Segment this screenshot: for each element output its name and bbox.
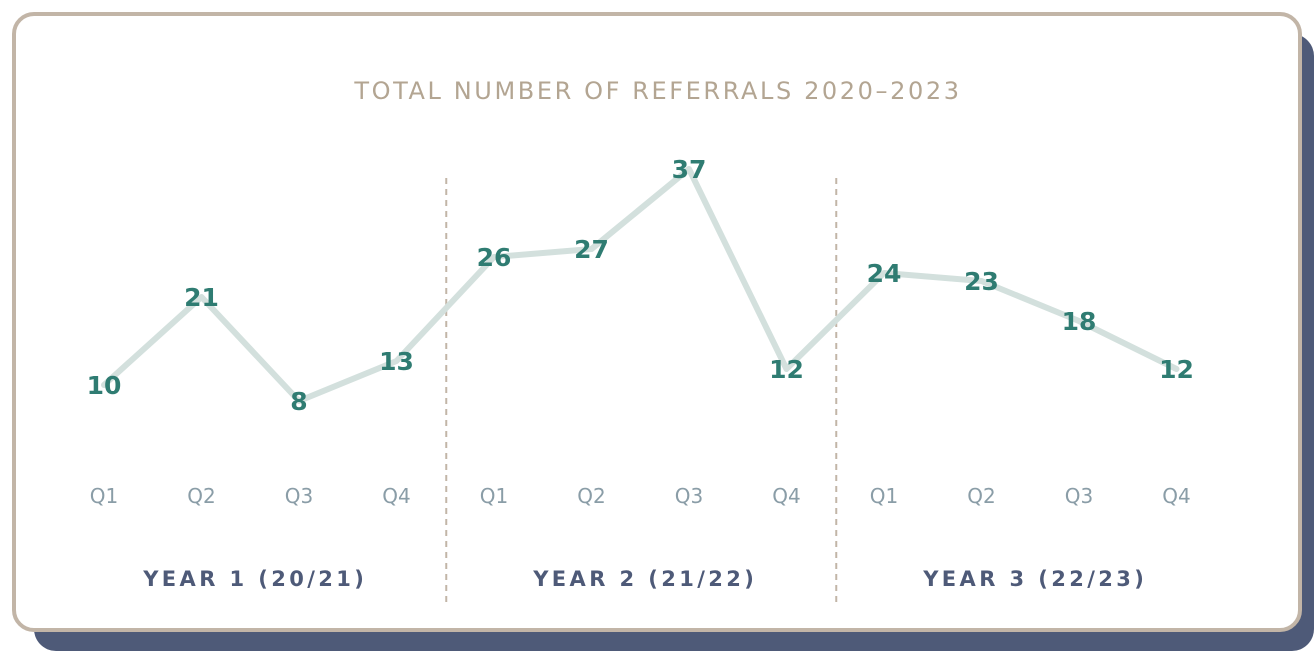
value-label: 13 [379,347,414,376]
quarter-tick-label: Q2 [967,484,995,508]
value-label: 23 [964,267,999,296]
year-label: YEAR 3 (22/23) [922,567,1147,591]
value-label: 12 [1159,355,1194,384]
value-labels: 10 21 8 13 26 27 37 12 24 23 18 12 [87,155,1194,416]
year-labels: YEAR 1 (20/21) YEAR 2 (21/22) YEAR 3 (22/2… [142,567,1147,591]
value-label: 12 [769,355,804,384]
year-dividers [445,178,838,602]
value-label: 8 [290,387,307,416]
quarter-tick-label: Q1 [90,484,118,508]
value-label: 10 [87,371,122,400]
value-label: 26 [477,243,512,272]
quarter-tick-label: Q3 [675,484,703,508]
quarter-tick-label: Q4 [382,484,410,508]
quarter-tick-label: Q1 [480,484,508,508]
quarter-tick-label: Q3 [285,484,313,508]
quarter-tick-label: Q4 [772,484,800,508]
quarter-tick-label: Q1 [870,484,898,508]
value-label: 24 [867,259,902,288]
quarter-tick-label: Q4 [1162,484,1190,508]
year-label: YEAR 2 (21/22) [532,567,757,591]
referrals-series-line [101,166,1180,404]
value-label: 27 [574,235,609,264]
chart-title: TOTAL NUMBER OF REFERRALS 2020–2023 [353,77,961,105]
year-label: YEAR 1 (20/21) [142,567,367,591]
quarter-tick-label: Q3 [1065,484,1093,508]
value-label: 18 [1062,307,1097,336]
value-label: 21 [184,283,219,312]
quarter-tick-label: Q2 [577,484,605,508]
quarter-tick-label: Q2 [187,484,215,508]
quarter-tick-labels: Q1 Q2 Q3 Q4 Q1 Q2 Q3 Q4 Q1 Q2 Q3 Q4 [90,484,1191,508]
value-label: 37 [672,155,707,184]
